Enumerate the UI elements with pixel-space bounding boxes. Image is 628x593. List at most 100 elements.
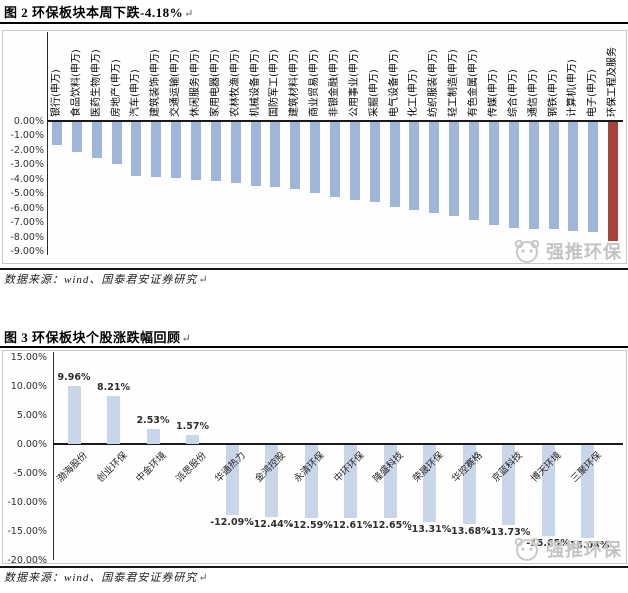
bar-房地产(申万) [111, 122, 122, 164]
category-label: 计算机(申万) [567, 59, 579, 117]
figure3-title-text: 图 3 环保板块个股涨跌幅回顾 [4, 330, 181, 345]
bar-派思股份 [186, 434, 199, 444]
y-axis-line [53, 352, 54, 560]
source-divider [0, 268, 628, 270]
y-axis-tick-label: -1.00% [10, 130, 44, 142]
y-axis-tick-label: -20.00% [7, 555, 47, 566]
category-label: 家用电器(申万) [209, 49, 221, 117]
y-axis-tick-label: -4.00% [10, 173, 44, 185]
category-label: 医药生物(申万) [90, 49, 102, 117]
bar-交通运输(申万) [171, 122, 182, 179]
value-label: 8.21% [97, 382, 130, 394]
bar-有色金属(申万) [469, 122, 480, 221]
category-label: 休闲服务(申万) [190, 49, 202, 117]
return-mark-icon: ↵ [198, 572, 209, 584]
bar-食品饮料(申万) [71, 122, 82, 153]
bar-银行(申万) [52, 122, 62, 146]
category-label: 非银金融(申万) [329, 49, 341, 117]
watermark-text: 强推环保 [546, 242, 622, 263]
bar-永清环保 [304, 445, 318, 519]
category-label: 银行(申万) [51, 69, 62, 117]
value-label: -12.65% [368, 520, 412, 532]
bar-京蓝科技 [502, 445, 515, 525]
category-label: 传媒(申万) [487, 69, 499, 117]
value-label: -12.59% [289, 520, 333, 532]
y-axis-tick-label: 10.00% [10, 381, 47, 392]
bar-建筑材料(申万) [290, 122, 301, 189]
category-label: 环保工程及服务 [607, 47, 619, 117]
bar-商业贸易(申万) [310, 122, 321, 193]
bar-博天环境 [541, 445, 555, 536]
figure3-title: 图 3 环保板块个股涨跌幅回顾↵ [4, 330, 191, 347]
panda-logo-icon [514, 537, 540, 561]
category-label: 电气设备(申万) [388, 49, 400, 117]
zero-baseline [47, 120, 623, 122]
bar-环保工程及服务 [608, 122, 619, 241]
value-label: -16.04% [565, 540, 610, 552]
y-axis-tick-label: -5.00% [13, 468, 47, 479]
bar-荣晟环保 [423, 445, 436, 523]
figure2-title: 图 2 环保板块本周下跌-4.18%↵ [4, 5, 194, 22]
panda-logo-icon [514, 239, 540, 263]
y-axis-tick-label: -5.00% [10, 188, 44, 200]
category-label: 国防军工(申万) [269, 49, 281, 117]
y-axis-tick-label: -7.00% [10, 217, 44, 229]
watermark-brand: 强推环保 [510, 536, 622, 562]
y-axis-tick-label: -6.00% [10, 202, 44, 214]
bar-电气设备(申万) [389, 122, 400, 208]
watermark-text: 强推环保 [546, 540, 622, 561]
category-label: 建筑材料(申万) [289, 49, 301, 117]
bar-通信(申万) [528, 122, 539, 230]
bar-采掘(申万) [369, 122, 380, 202]
figure2-source: 数据来源：wind、国泰君安证券研究↵ [4, 273, 209, 287]
category-label: 商业贸易(申万) [309, 49, 321, 117]
return-mark-icon: ↵ [198, 274, 209, 286]
bar-化工(申万) [409, 122, 420, 211]
category-label: 农林牧渔(申万) [229, 49, 241, 117]
category-label: 化工(申万) [408, 69, 420, 117]
figure2-title-text: 图 2 环保板块本周下跌-4.18% [4, 5, 184, 20]
bar-传媒(申万) [488, 122, 499, 225]
category-label: 电子(申万) [587, 69, 599, 117]
bar-农林牧渔(申万) [230, 122, 241, 183]
bar-综合(申万) [508, 122, 519, 228]
y-axis-tick-label: 0.00% [13, 116, 44, 127]
value-label: -13.31% [407, 524, 452, 536]
bar-纺织服装(申万) [429, 122, 440, 214]
figure2-source-text: 数据来源：wind、国泰君安证券研究 [4, 274, 198, 286]
bar-中金环境 [146, 429, 160, 444]
bar-渤海股份 [67, 386, 81, 444]
bar-汽车(申万) [131, 122, 142, 176]
category-label: 有色金属(申万) [468, 49, 480, 117]
bar-电子(申万) [588, 122, 599, 233]
category-label: 公用事业(申万) [348, 49, 360, 117]
category-label: 纺织服装(申万) [428, 49, 440, 117]
value-label: 1.57% [176, 420, 209, 432]
value-label: -12.09% [210, 517, 254, 529]
value-label: -12.61% [328, 520, 373, 532]
value-label: 9.96% [57, 372, 91, 384]
bar-建筑装饰(申万) [151, 122, 162, 178]
y-axis-tick-label: 15.00% [10, 352, 47, 363]
bar-中环环保 [344, 445, 357, 519]
title-underline [0, 346, 628, 348]
title-underline [0, 22, 628, 24]
category-label: 交通运输(申万) [170, 49, 182, 117]
category-label: 综合(申万) [507, 69, 519, 117]
bar-机械设备(申万) [250, 122, 261, 186]
bar-公用事业(申万) [349, 122, 360, 201]
bar-创业环保 [107, 396, 120, 444]
bar-隆盛科技 [383, 445, 397, 519]
y-axis-line [47, 32, 48, 255]
category-label: 机械设备(申万) [249, 49, 261, 117]
bar-计算机(申万) [568, 122, 579, 231]
bar-轻工制造(申万) [449, 122, 460, 217]
category-label: 汽车(申万) [130, 69, 142, 117]
bar-华通热力 [225, 445, 239, 516]
y-axis-tick-label: 5.00% [16, 410, 47, 421]
bar-国防军工(申万) [270, 122, 281, 188]
value-label: 2.53% [136, 415, 170, 427]
figure3-source: 数据来源：wind、国泰君安证券研究↵ [4, 571, 209, 585]
watermark-brand: 强推环保 [510, 238, 622, 264]
y-axis-tick-label: -9.00% [10, 246, 44, 258]
